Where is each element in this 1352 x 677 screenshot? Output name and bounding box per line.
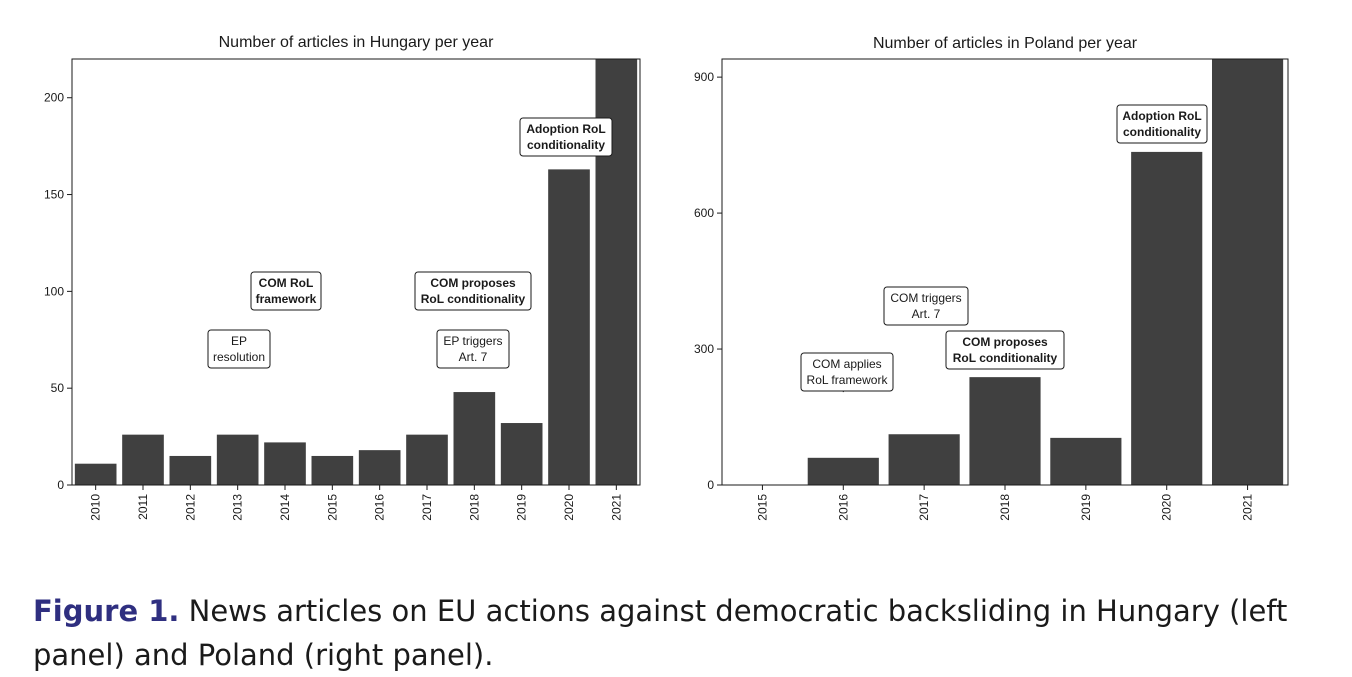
- annotation-box: [1116, 104, 1208, 144]
- x-tick-label: 2019: [1079, 494, 1093, 521]
- x-tick-label: 2012: [183, 494, 197, 521]
- bar-2018: [453, 392, 496, 485]
- bar-2011: [122, 434, 164, 485]
- figure-caption-text: News articles on EU actions against demo…: [33, 594, 1288, 672]
- figure: Number of articles in Hungary per year 0 5…: [44, 34, 1289, 521]
- chart-poland: Number of articles in Poland per year 0 30…: [694, 35, 1289, 521]
- y-tick-label: 900: [694, 70, 714, 84]
- annotation-label: RoL framework: [807, 373, 889, 387]
- x-tick-label: 2017: [420, 494, 434, 521]
- annotation-label: COM proposes: [430, 276, 516, 290]
- annotation-label: Adoption RoL: [1122, 109, 1201, 123]
- y-tick-label: 50: [51, 381, 65, 395]
- x-tick-label: 2017: [917, 494, 931, 521]
- x-tick-label: 2016: [373, 494, 387, 521]
- bar-2018: [969, 377, 1041, 485]
- y-tick-label: 300: [694, 342, 714, 356]
- bar-2019: [1050, 437, 1122, 485]
- annotation-label: Art. 7: [912, 307, 941, 321]
- annotation-label: EP triggers: [443, 334, 502, 348]
- bar-2016: [807, 457, 879, 485]
- y-tick-label: 0: [707, 478, 714, 492]
- x-tick-label: 2020: [1160, 494, 1174, 521]
- x-tick-label: 2018: [467, 494, 481, 521]
- y-tick-label: 600: [694, 206, 714, 220]
- figure-caption-label: Figure 1.: [33, 594, 180, 628]
- bar-2014: [264, 442, 306, 485]
- annotation-label: Adoption RoL: [526, 122, 605, 136]
- x-tick-label: 2013: [231, 494, 245, 521]
- annotation-label: COM RoL: [259, 276, 314, 290]
- chart-title: Number of articles in Poland per year: [873, 35, 1138, 52]
- chart-hungary: Number of articles in Hungary per year 0 5…: [44, 34, 641, 521]
- x-tick-label: 2014: [278, 494, 292, 521]
- annotation-box: [945, 330, 1065, 370]
- x-tick-label: 2011: [136, 494, 150, 520]
- annotation-box: [883, 286, 969, 326]
- y-tick-label: 200: [44, 91, 64, 105]
- y-tick-label: 150: [44, 188, 64, 202]
- x-tick-label: 2016: [836, 494, 850, 521]
- annotation-label: RoL conditionality: [953, 351, 1058, 365]
- x-tick-label: 2020: [562, 494, 576, 521]
- annotation-box: [250, 271, 322, 311]
- bar-2021: [1211, 59, 1284, 485]
- x-tick-label: 2018: [998, 494, 1012, 521]
- annotation-label: COM triggers: [890, 291, 961, 305]
- annotation-box: [436, 329, 510, 369]
- x-tick-label: 2010: [89, 494, 103, 521]
- bar-2020: [548, 169, 590, 485]
- bar-2017: [888, 434, 960, 485]
- annotation-label: EP: [231, 334, 247, 348]
- annotation-label: resolution: [213, 350, 265, 364]
- annotation-label: COM proposes: [962, 335, 1048, 349]
- annotation-label: COM applies: [812, 357, 881, 371]
- chart-title: Number of articles in Hungary per year: [219, 34, 494, 51]
- annotation-box: [414, 271, 532, 311]
- annotation-label: conditionality: [1123, 125, 1201, 139]
- plot-frame: [71, 58, 641, 486]
- bar-2015: [311, 455, 354, 485]
- annotation-label: conditionality: [527, 138, 605, 152]
- annotation-box: [800, 352, 894, 392]
- y-tick-label: 0: [57, 478, 64, 492]
- x-tick-label: 2015: [755, 494, 769, 521]
- annotation-box: [207, 329, 271, 369]
- bar-2016: [358, 450, 401, 485]
- annotation-label: Art. 7: [459, 350, 488, 364]
- bar-2010: [74, 463, 117, 485]
- bar-2013: [216, 434, 259, 485]
- x-tick-label: 2019: [515, 494, 529, 521]
- annotation-label: framework: [256, 292, 317, 306]
- bar-2020: [1131, 151, 1203, 486]
- bar-2012: [169, 455, 212, 485]
- annotation-box: [519, 117, 613, 157]
- y-tick-label: 100: [44, 284, 64, 298]
- bar-2017: [406, 434, 448, 485]
- bar-2019: [500, 423, 543, 485]
- x-tick-label: 2021: [1241, 494, 1255, 521]
- x-tick-label: 2021: [609, 494, 623, 521]
- annotation-label: RoL conditionality: [421, 292, 526, 306]
- x-tick-label: 2015: [325, 494, 339, 521]
- figure-caption: Figure 1. News articles on EU actions ag…: [33, 589, 1323, 677]
